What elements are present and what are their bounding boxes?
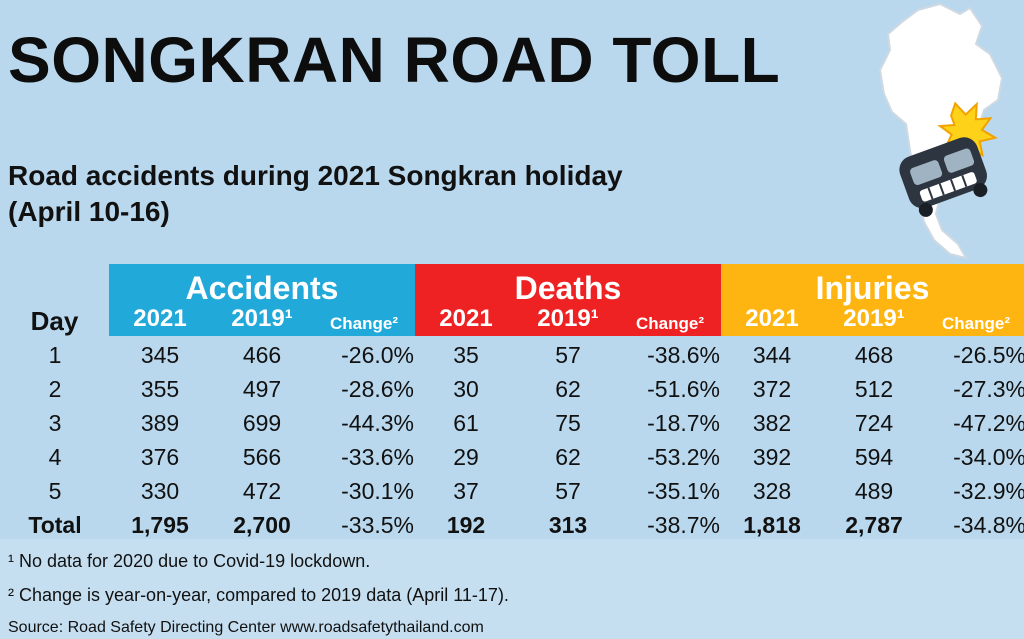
cell-inj-2021: 344 <box>752 342 792 368</box>
cell-deaths-2021: 29 <box>453 444 479 470</box>
cell-deaths-change: -35.1% <box>647 478 720 504</box>
cell-deaths-change: -51.6% <box>647 376 720 402</box>
cell-deaths-2021: 37 <box>453 478 479 504</box>
cell-inj-2021: 382 <box>752 410 792 436</box>
cell-inj-2019: 2,787 <box>845 512 903 538</box>
cell-deaths-2019: 313 <box>548 512 588 538</box>
cell-acc-2021: 330 <box>140 478 180 504</box>
cell-acc-change: -33.5% <box>341 512 414 538</box>
source-note: Source: Road Safety Directing Center www… <box>8 619 484 636</box>
crashed-car-icon <box>899 101 999 217</box>
cell-acc-change: -26.0% <box>341 342 414 368</box>
accidents-col-2019: 2019¹ <box>231 305 293 332</box>
cell-acc-change: -33.6% <box>341 444 414 470</box>
cell-acc-2021: 345 <box>140 342 180 368</box>
accidents-title: Accidents <box>185 270 339 306</box>
cell-deaths-2019: 57 <box>555 342 581 368</box>
cell-deaths-2019: 62 <box>555 376 581 402</box>
cell-acc-change: -44.3% <box>341 410 414 436</box>
table-row: 1 345 466 -26.0% 35 57 -38.6% 344 468 -26.5% <box>0 338 1024 372</box>
cell-deaths-2019: 75 <box>555 410 581 436</box>
total-row: Total 1,795 2,700 -33.5% 192 313 -38.7% 1,818 2,… <box>0 508 1024 542</box>
cell-inj-2021: 392 <box>752 444 792 470</box>
cell-deaths-change: -38.7% <box>647 512 720 538</box>
cell-deaths-2019: 62 <box>555 444 581 470</box>
injuries-col-2019: 2019¹ <box>843 305 905 332</box>
cell-acc-change: -28.6% <box>341 376 414 402</box>
accidents-col-change: Change² <box>330 314 398 333</box>
table-row: 2 355 497 -28.6% 30 62 -51.6% 372 512 -27.3% <box>0 372 1024 406</box>
cell-deaths-2021: 61 <box>453 410 479 436</box>
deaths-col-2021: 2021 <box>439 305 493 332</box>
cell-inj-2019: 512 <box>854 376 894 402</box>
cell-inj-2019: 724 <box>854 410 894 436</box>
cell-acc-2019: 497 <box>242 376 282 402</box>
cell-inj-change: -27.3% <box>953 376 1024 402</box>
table-row: 3 389 699 -44.3% 61 75 -18.7% 382 724 -47.2% <box>0 406 1024 440</box>
cell-inj-change: -34.8% <box>953 512 1024 538</box>
cell-deaths-change: -53.2% <box>647 444 720 470</box>
cell-inj-2019: 468 <box>854 342 894 368</box>
deaths-title: Deaths <box>514 270 622 306</box>
cell-deaths-2021: 30 <box>453 376 479 402</box>
footer: ¹ No data for 2020 due to Covid-19 lockd… <box>0 539 1024 639</box>
day-cell: 3 <box>48 410 62 436</box>
cell-acc-2019: 2,700 <box>233 512 291 538</box>
deaths-col-2019: 2019¹ <box>537 305 599 332</box>
cell-deaths-2021: 35 <box>453 342 479 368</box>
cell-acc-2021: 376 <box>140 444 180 470</box>
day-cell: 2 <box>48 376 62 402</box>
day-column-header: Day <box>30 306 79 336</box>
table-row: 4 376 566 -33.6% 29 62 -53.2% 392 594 -34.0% <box>0 440 1024 474</box>
injuries-header: Injuries 2021 2019¹ Change² <box>721 264 1024 336</box>
cell-inj-change: -26.5% <box>953 342 1024 368</box>
cell-inj-change: -34.0% <box>953 444 1024 470</box>
map-shape <box>878 2 1004 260</box>
deaths-col-change: Change² <box>636 314 704 333</box>
day-cell: 4 <box>48 444 62 470</box>
page-title: SONGKRAN ROAD TOLL <box>8 24 781 96</box>
injuries-col-2021: 2021 <box>745 305 799 332</box>
cell-inj-2021: 328 <box>752 478 792 504</box>
day-cell: 1 <box>48 342 62 368</box>
footnote-1: ¹ No data for 2020 due to Covid-19 lockd… <box>8 551 371 571</box>
cell-inj-2021: 1,818 <box>743 512 801 538</box>
cell-acc-2021: 1,795 <box>131 512 189 538</box>
cell-deaths-change: -38.6% <box>647 342 720 368</box>
total-label: Total <box>28 512 82 538</box>
cell-inj-2021: 372 <box>752 376 792 402</box>
cell-acc-2019: 699 <box>242 410 282 436</box>
accidents-col-2021: 2021 <box>133 305 187 332</box>
deaths-header: Deaths 2021 2019¹ Change² <box>415 264 721 336</box>
cell-inj-2019: 489 <box>854 478 894 504</box>
cell-inj-change: -32.9% <box>953 478 1024 504</box>
cell-acc-2021: 389 <box>140 410 180 436</box>
cell-deaths-change: -18.7% <box>647 410 720 436</box>
cell-deaths-2021: 192 <box>446 512 486 538</box>
cell-acc-2019: 566 <box>242 444 282 470</box>
cell-deaths-2019: 57 <box>555 478 581 504</box>
data-table: 1 345 466 -26.0% 35 57 -38.6% 344 468 -26.5% 2 355 4… <box>0 338 1024 542</box>
cell-acc-change: -30.1% <box>341 478 414 504</box>
cell-inj-2019: 594 <box>854 444 894 470</box>
cell-acc-2021: 355 <box>140 376 180 402</box>
thailand-map-icon <box>878 2 1004 260</box>
injuries-title: Injuries <box>815 270 930 306</box>
cell-inj-change: -47.2% <box>953 410 1024 436</box>
subtitle-line-1: Road accidents during 2021 Songkran holi… <box>8 160 623 191</box>
table-row: 5 330 472 -30.1% 37 57 -35.1% 328 489 -32.9% <box>0 474 1024 508</box>
cell-acc-2019: 472 <box>242 478 282 504</box>
accidents-header: Accidents 2021 2019¹ Change² <box>109 264 415 336</box>
cell-acc-2019: 466 <box>242 342 282 368</box>
injuries-col-change: Change² <box>942 314 1010 333</box>
footnote-2: ² Change is year-on-year, compared to 20… <box>8 585 509 605</box>
subtitle-line-2: (April 10-16) <box>8 196 170 227</box>
day-cell: 5 <box>48 478 62 504</box>
